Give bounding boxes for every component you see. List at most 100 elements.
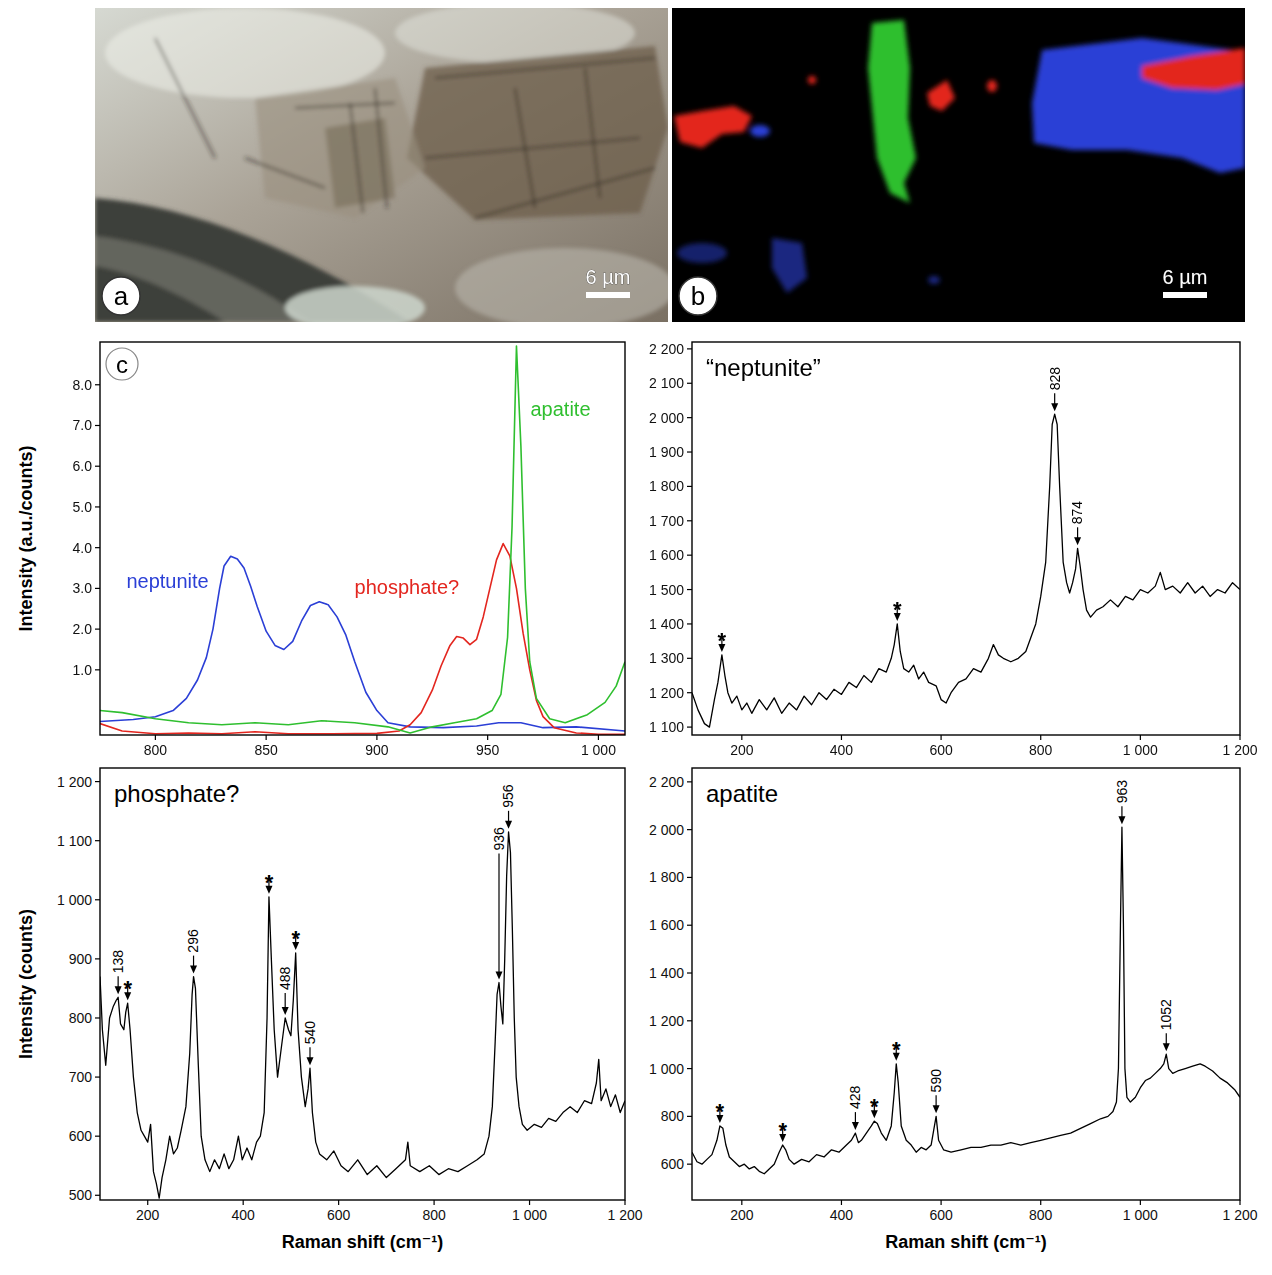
panel-title: “neptunite” [706, 354, 821, 381]
x-tick [266, 735, 267, 740]
x-tick [147, 1200, 148, 1205]
peak-label: * [893, 597, 902, 622]
y-tick [95, 547, 100, 548]
crystal-edge [155, 38, 215, 158]
peak-label: 936 [491, 827, 507, 851]
x-tick-label: 850 [254, 742, 278, 758]
series-label: apatite [530, 398, 590, 420]
spectrum-line [100, 832, 625, 1198]
y-tick [687, 726, 692, 727]
x-tick-label: 600 [929, 1207, 953, 1223]
y-tick [95, 629, 100, 630]
x-axis-title: Raman shift (cm⁻¹) [282, 1232, 444, 1252]
scale-bar [1163, 292, 1207, 298]
phase-region [1032, 38, 1245, 173]
y-tick [95, 1017, 100, 1018]
x-tick-label: 800 [1029, 1207, 1053, 1223]
y-tick-label: 600 [661, 1156, 685, 1172]
panel-title: phosphate? [114, 780, 239, 807]
figure: 6 µma6 µmb8008509009501 0001.02.03.04.05… [0, 0, 1272, 1275]
x-tick-label: 1 000 [1123, 742, 1158, 758]
y-tick [95, 781, 100, 782]
y-tick-label: 1 200 [57, 774, 92, 790]
peak-arrow [498, 854, 499, 974]
frame [100, 342, 625, 735]
crystal-edge [245, 158, 325, 188]
peak-label: * [718, 628, 727, 653]
x-tick-label: 200 [730, 742, 754, 758]
y-tick [95, 1076, 100, 1077]
peak-label: 1052 [1158, 999, 1174, 1030]
highlight [455, 248, 668, 322]
x-tick [1140, 1200, 1141, 1205]
y-tick-label: 1 500 [649, 582, 684, 598]
phase-region [750, 125, 770, 137]
peak-label: 540 [302, 1021, 318, 1045]
y-tick [687, 1116, 692, 1117]
x-tick-label: 1 200 [1222, 742, 1257, 758]
peak-arrow [855, 1112, 856, 1124]
scale-bar-label: 6 µm [586, 266, 631, 288]
y-tick-label: 4.0 [73, 540, 93, 556]
y-tick-label: 1 600 [649, 547, 684, 563]
y-tick [687, 658, 692, 659]
y-tick [687, 486, 692, 487]
scale-bar-label: 6 µm [1163, 266, 1208, 288]
y-tick [95, 899, 100, 900]
peak-arrow [118, 976, 119, 988]
y-tick [687, 383, 692, 384]
y-tick [95, 669, 100, 670]
y-tick-label: 1 800 [649, 869, 684, 885]
plot-data [100, 346, 625, 734]
y-tick-label: 1 000 [57, 892, 92, 908]
y-tick-label: 2 000 [649, 822, 684, 838]
y-tick-label: 700 [69, 1069, 93, 1085]
y-tick [95, 425, 100, 426]
y-tick-label: 2 200 [649, 774, 684, 790]
phase-region [677, 243, 727, 263]
x-tick [376, 735, 377, 740]
y-tick-label: 3.0 [73, 580, 93, 596]
y-tick-label: 1 200 [649, 1013, 684, 1029]
y-tick [95, 1195, 100, 1196]
panel-letter-badge [679, 277, 717, 315]
y-tick [95, 506, 100, 507]
y-tick-label: 1 800 [649, 478, 684, 494]
panel-letter: a [114, 281, 129, 311]
y-tick [687, 589, 692, 590]
peak-label: * [291, 926, 300, 951]
y-tick-label: 1 900 [649, 444, 684, 460]
y-tick [687, 1020, 692, 1021]
series-label: neptunite [126, 570, 208, 592]
phase-region [927, 80, 955, 111]
x-tick-label: 800 [1029, 742, 1053, 758]
peak-label: 296 [185, 929, 201, 953]
y-tick-label: 2 100 [649, 375, 684, 391]
y-tick [687, 692, 692, 693]
x-tick [1040, 735, 1041, 740]
y-tick-label: 2 000 [649, 410, 684, 426]
peak-label: 963 [1114, 780, 1130, 804]
y-tick [687, 829, 692, 830]
x-tick-label: 200 [136, 1207, 160, 1223]
peak-label: * [778, 1118, 787, 1143]
map-phases [674, 20, 1245, 293]
frame [692, 342, 1240, 735]
y-tick-label: 1 200 [649, 685, 684, 701]
panel-letter: b [691, 281, 705, 311]
x-tick [741, 735, 742, 740]
y-axis-title: Intensity (counts) [16, 909, 36, 1059]
x-tick-label: 200 [730, 1207, 754, 1223]
plot-area [692, 342, 1240, 735]
x-axis-title: Raman shift (cm⁻¹) [885, 1232, 1047, 1252]
crystal-edge [515, 88, 535, 208]
x-tick [1040, 1200, 1041, 1205]
crystal-edge [375, 88, 387, 208]
y-tick-label: 1 300 [649, 650, 684, 666]
x-tick [1239, 1200, 1240, 1205]
x-tick-label: 800 [144, 742, 168, 758]
crystal-edge [435, 58, 655, 78]
plot-data [100, 832, 625, 1198]
x-tick-label: 400 [232, 1207, 256, 1223]
x-tick [433, 1200, 434, 1205]
